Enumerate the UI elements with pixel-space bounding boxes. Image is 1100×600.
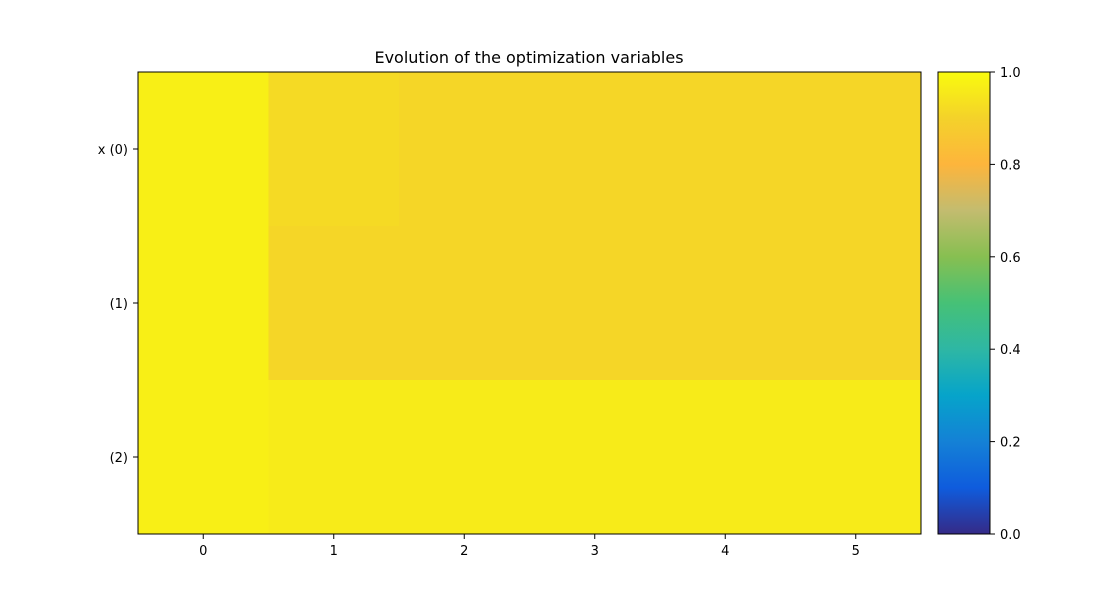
heatmap-cell (790, 72, 922, 227)
heatmap-cell (790, 226, 922, 381)
heatmap-cell (529, 226, 661, 381)
heatmap-cell (399, 72, 530, 227)
colorbar-tick-label: 0.6 (1000, 251, 1021, 266)
y-tick-label: (1) (110, 297, 128, 312)
colorbar-tick-label: 0.8 (1000, 158, 1021, 173)
x-tick-label: 4 (721, 544, 729, 559)
heatmap-cell (268, 226, 400, 381)
heatmap-cell (138, 380, 269, 535)
heatmap-cell (138, 226, 269, 381)
heatmap-cell (268, 380, 400, 535)
x-axis: 0 1 2 3 4 5 (199, 534, 860, 559)
heatmap-cell (268, 72, 400, 227)
colorbar-tick-label: 0.2 (1000, 436, 1021, 451)
heatmap-cells (138, 72, 922, 535)
y-tick-label: (2) (110, 451, 128, 466)
colorbar-axis: 0.0 0.2 0.4 0.6 0.8 1.0 (990, 66, 1021, 543)
heatmap-cell (660, 380, 791, 535)
heatmap-cell (399, 380, 530, 535)
x-tick-label: 5 (852, 544, 860, 559)
x-tick-label: 3 (591, 544, 599, 559)
y-tick-label: x (0) (98, 143, 128, 158)
colorbar-tick-label: 1.0 (1000, 66, 1021, 81)
heatmap-cell (529, 380, 661, 535)
heatmap-cell (790, 380, 922, 535)
colorbar-tick-label: 0.0 (1000, 528, 1021, 543)
heatmap-cell (660, 226, 791, 381)
x-tick-label: 2 (460, 544, 468, 559)
colorbar (937, 71, 991, 535)
heatmap-cell (529, 72, 661, 227)
heatmap-cell (660, 72, 791, 227)
y-axis: x (0) (1) (2) (98, 143, 138, 466)
colorbar-tick-label: 0.4 (1000, 343, 1021, 358)
x-tick-label: 0 (199, 544, 207, 559)
heatmap-cell (399, 226, 530, 381)
heatmap-cell (138, 72, 269, 227)
x-tick-label: 1 (330, 544, 338, 559)
chart-title: Evolution of the optimization variables (374, 48, 683, 67)
